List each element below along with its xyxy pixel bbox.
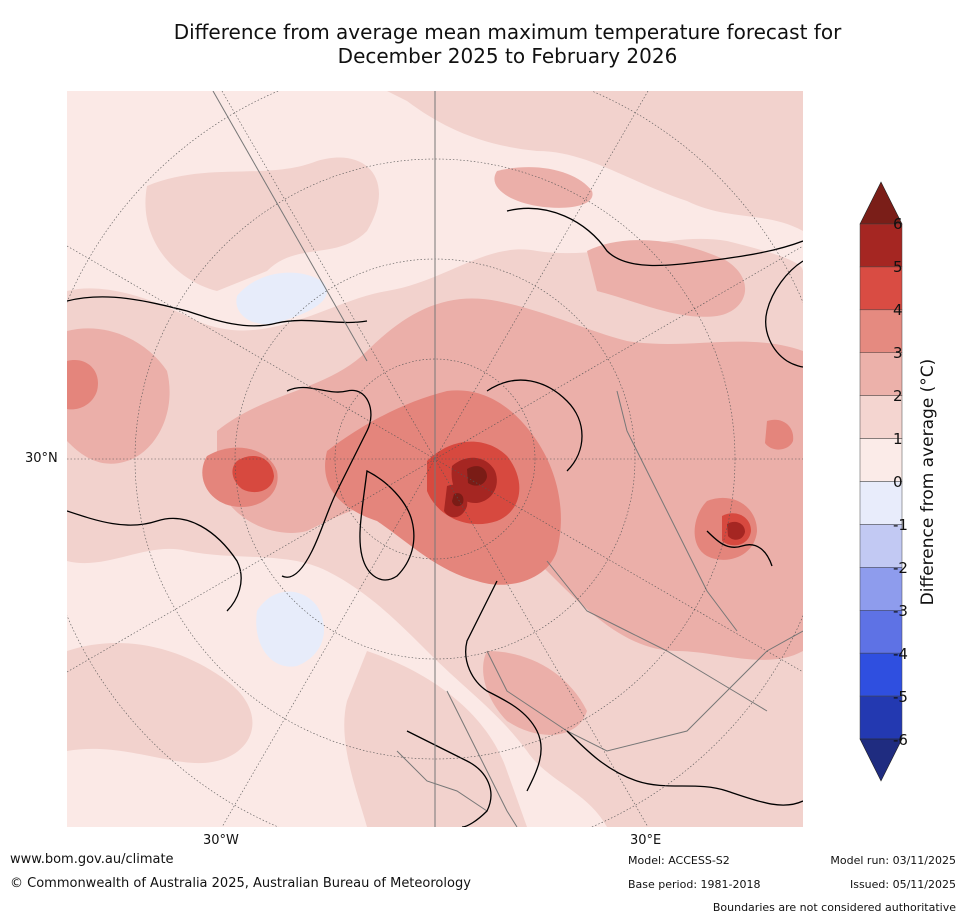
colorbar-tick-0: 0: [893, 473, 903, 491]
colorbar: [859, 181, 903, 782]
lon-label-30w: 30°W: [203, 833, 239, 848]
colorbar-band: [859, 223, 903, 268]
colorbar-band: [859, 266, 903, 311]
colorbar-tick-6: 6: [893, 215, 903, 233]
colorbar-tick-3: 3: [893, 344, 903, 362]
colorbar-title: Difference from average (°C): [918, 358, 938, 606]
lat-label-30n: 30°N: [25, 451, 58, 466]
colorbar-band: [859, 652, 903, 697]
footer-copyright: © Commonwealth of Australia 2025, Austra…: [10, 876, 471, 891]
colorbar-tick-minus6: -6: [893, 731, 908, 749]
colorbar-band: [859, 438, 903, 482]
coastlines: [67, 207, 803, 827]
colorbar-band: [859, 309, 903, 353]
chart-title: Difference from average mean maximum tem…: [60, 20, 955, 68]
title-line-2: December 2025 to February 2026: [337, 44, 678, 68]
meridian-lines: [212, 91, 436, 827]
footer-model: Model: ACCESS-S2: [628, 854, 730, 867]
colorbar-bands: [859, 223, 903, 740]
colorbar-tick-1: 1: [893, 430, 903, 448]
polar-temperature-map: [67, 91, 803, 827]
colorbar-tick-minus4: -4: [893, 645, 908, 663]
colorbar-band: [859, 567, 903, 611]
country-borders: [396, 390, 803, 827]
colorbar-band: [859, 352, 903, 396]
colorbar-tick-minus1: -1: [893, 516, 908, 534]
footer-model-run: Model run: 03/11/2025: [830, 854, 956, 867]
colorbar-band: [859, 610, 903, 654]
colorbar-tick-minus5: -5: [893, 688, 908, 706]
colorbar-extend-low: [859, 738, 903, 782]
colorbar-tick-2: 2: [893, 387, 903, 405]
title-line-1: Difference from average mean maximum tem…: [173, 20, 842, 44]
colorbar-tick-minus3: -3: [893, 602, 908, 620]
footer-base-period: Base period: 1981-2018: [628, 878, 761, 891]
footer-issued: Issued: 05/11/2025: [849, 878, 956, 891]
colorbar-band: [859, 395, 903, 439]
colorbar-band: [859, 524, 903, 568]
colorbar-band: [859, 695, 903, 740]
lon-label-30e: 30°E: [630, 833, 662, 848]
footer-disclaimer: Boundaries are not considered authoritat…: [712, 901, 956, 914]
colorbar-tick-4: 4: [893, 301, 903, 319]
colorbar-band: [859, 481, 903, 525]
colorbar-tick-5: 5: [893, 258, 903, 276]
anomaly-band-minus1-0: [236, 272, 328, 667]
colorbar-tick-minus2: -2: [893, 559, 908, 577]
footer-url[interactable]: www.bom.gov.au/climate: [10, 852, 174, 867]
